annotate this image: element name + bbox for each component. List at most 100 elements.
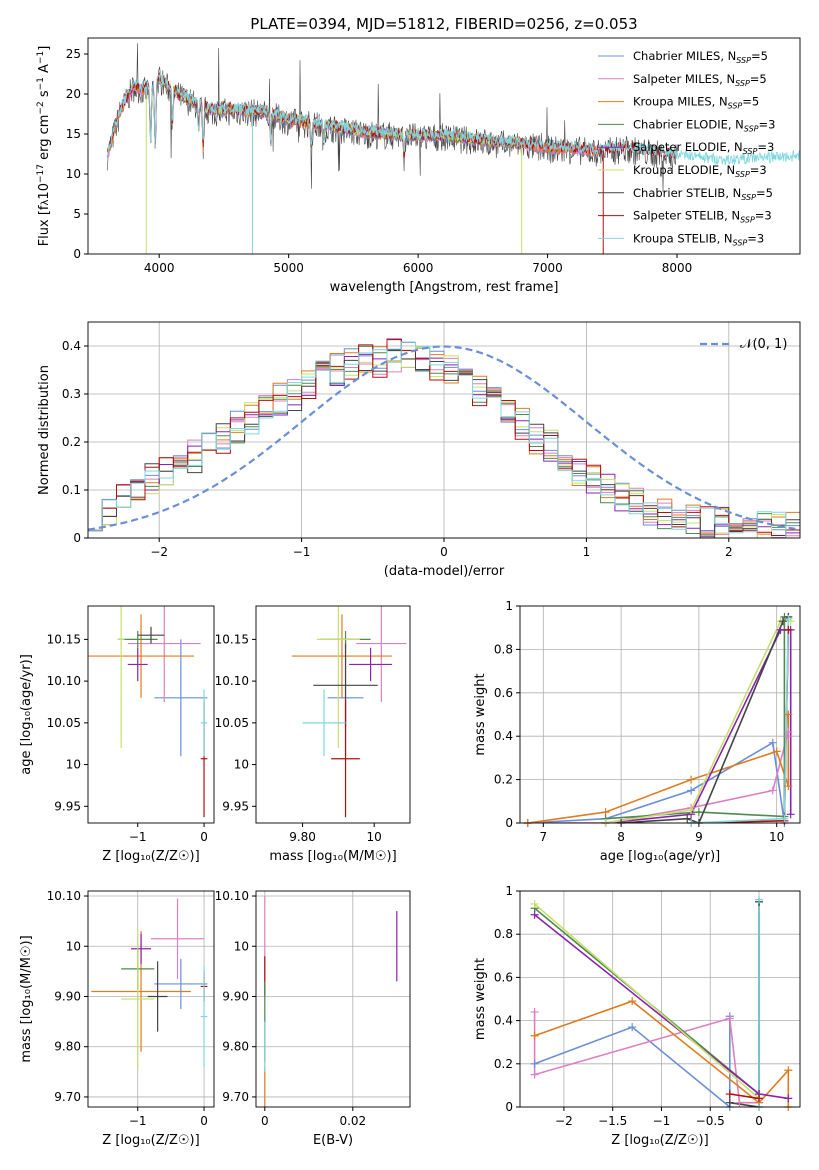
series-marker: [687, 786, 696, 795]
series-line-kroupa-elodie: [534, 903, 760, 1100]
x-tick-label: 0: [261, 1114, 269, 1128]
y-axis-label-part: erg cm: [37, 115, 52, 164]
spectrum-series-kroupa-miles: [107, 75, 600, 158]
series-line-salpeter-miles: [527, 731, 790, 823]
x-axis-label: mass [log₁₀(M/M☉)]: [269, 849, 396, 864]
legend-label: Salpeter MILES, NSSP=5: [633, 72, 767, 88]
mass-weight-vs-age-panel: 7 8 9 10 0 0.2 0.4 0.6 0.8 1 age [log₁₀(age/yr)] ma…: [473, 599, 801, 864]
series-marker: [687, 805, 696, 814]
x-tick-label: 8: [617, 830, 625, 844]
y-tick-label: 0.6: [494, 970, 513, 984]
y-tick-label: 0: [505, 816, 513, 830]
y-tick-label: 10.15: [215, 632, 249, 646]
y-axis-label-part: λ: [40, 199, 51, 205]
x-axis-label: Z [log₁₀(Z/Z☉)]: [102, 849, 199, 864]
y-tick-label: 0.4: [494, 729, 513, 743]
y-tick-label: 0.4: [62, 339, 81, 353]
series-line-chabrier-miles: [527, 741, 786, 823]
y-tick-label: 10.05: [215, 716, 249, 730]
histogram-salpeter-stelib: [88, 339, 800, 536]
y-axis-label: mass [log₁₀(M/M☉)]: [19, 935, 34, 1062]
series-marker: [780, 814, 789, 823]
series-marker: [530, 1059, 539, 1068]
legend-count: =5: [756, 186, 773, 200]
series-marker: [725, 1014, 734, 1023]
y-tick-label: 9.95: [222, 799, 249, 813]
x-tick-label: 4000: [144, 261, 175, 275]
axes-frame: [87, 37, 801, 255]
series-marker: [784, 732, 793, 741]
legend-subscript: SSP: [735, 79, 750, 88]
x-tick-label: 10: [367, 830, 382, 844]
axes-frame: [87, 890, 215, 1108]
x-tick-label: 0: [200, 1114, 208, 1128]
y-axis-label-part: −17: [36, 164, 46, 183]
y-tick-label: 9.80: [222, 1040, 249, 1054]
series-marker: [772, 747, 781, 756]
y-tick-label: 9.80: [54, 1040, 81, 1054]
series-marker: [768, 738, 777, 747]
series-marker: [776, 625, 785, 634]
series-marker: [778, 617, 787, 626]
x-tick-label: 2: [725, 545, 733, 559]
y-tick-label: 0.8: [494, 927, 513, 941]
legend-count: =3: [759, 117, 776, 131]
x-tick-label: 8000: [662, 261, 693, 275]
series-marker: [628, 1023, 637, 1032]
series-marker: [530, 1070, 539, 1079]
x-tick-label: 9.80: [289, 830, 316, 844]
legend-subscript: SSP: [733, 238, 748, 247]
series-marker: [530, 1031, 539, 1040]
mass-weight-vs-Z-grid: [520, 890, 800, 1108]
y-axis-label-part: A: [37, 64, 52, 77]
histogram-kroupa-stelib: [88, 341, 800, 538]
series-marker: [784, 615, 793, 624]
y-axis-label: age [log₁₀(age/yr)]: [19, 654, 34, 775]
series-line-salpeter-miles: [533, 1012, 759, 1104]
axes-frame: [519, 605, 801, 824]
y-axis-label: Normed distribution: [37, 365, 52, 495]
legend-count: =5: [742, 95, 759, 109]
legend-label: Kroupa MILES, NSSP=5: [633, 95, 759, 111]
y-tick-label: 10.05: [47, 716, 81, 730]
spectrum-title: PLATE=0394, MJD=51812, FIBERID=0256, z=0…: [250, 15, 637, 33]
y-tick-label: 0: [73, 247, 81, 261]
y-tick-label: 0.2: [494, 773, 513, 787]
y-axis-label-part: 10: [37, 183, 52, 200]
y-tick-label: 10.10: [215, 889, 249, 903]
y-tick-label: 5: [73, 207, 81, 221]
y-tick-label: 9.90: [54, 989, 81, 1003]
series-marker: [687, 775, 696, 784]
x-axis-label: Z [log₁₀(Z/Z☉)]: [102, 1133, 199, 1148]
y-tick-label: 10.10: [215, 674, 249, 688]
x-tick-label: −2: [555, 1114, 573, 1128]
x-tick-label: −2: [150, 545, 168, 559]
y-tick-label: 0: [505, 1100, 513, 1114]
x-tick-label: −1: [129, 830, 147, 844]
legend-subscript: SSP: [743, 147, 758, 156]
x-axis-label: E(B-V): [313, 1133, 353, 1148]
y-axis-label-part: −1: [36, 51, 46, 64]
y-tick-label: 0: [73, 531, 81, 545]
x-axis-label: (data-model)/error: [384, 564, 505, 579]
series-marker: [784, 1066, 793, 1075]
legend-count: =3: [750, 163, 767, 177]
y-tick-label: 0.8: [494, 642, 513, 656]
series-marker: [530, 899, 539, 908]
x-tick-label: 0: [440, 545, 448, 559]
x-tick-label: −1: [129, 1114, 147, 1128]
y-tick-label: 0.1: [62, 483, 81, 497]
series-marker: [530, 910, 539, 919]
y-tick-label: 10.15: [47, 632, 81, 646]
x-tick-label: 1: [583, 545, 591, 559]
series-marker: [768, 786, 777, 795]
x-tick-label: 9: [695, 830, 703, 844]
y-axis-label-part: ]: [37, 46, 52, 51]
age-vs-mass-points: [291, 606, 407, 818]
x-tick-label: −1: [653, 1114, 671, 1128]
y-axis-label: Flux [fλ10−17 erg cm−2 s−1 A−1]: [36, 46, 52, 247]
y-tick-label: 1: [505, 599, 513, 613]
x-axis-label: Z [log₁₀(Z/Z☉)]: [611, 1133, 708, 1148]
y-axis-label: mass weight: [473, 958, 488, 1040]
